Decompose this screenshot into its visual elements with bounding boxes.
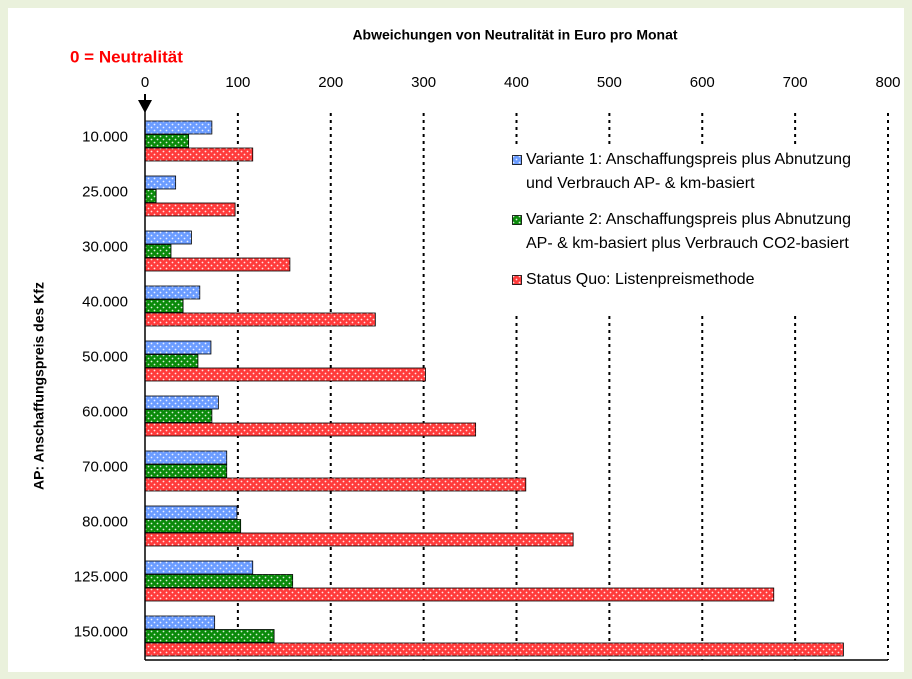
y-tick-label: 60.000 xyxy=(82,403,128,420)
bar xyxy=(144,257,291,272)
x-tick-label: 500 xyxy=(597,74,622,91)
bar xyxy=(144,464,228,478)
bar xyxy=(144,519,242,533)
bar xyxy=(144,615,216,630)
bar xyxy=(144,422,477,437)
legend-entry: Variante 1: Anschaffungspreis plus Abnut… xyxy=(512,148,857,196)
chart-title: Abweichungen von Neutralität in Euro pro… xyxy=(352,27,677,43)
y-tick-label: 10.000 xyxy=(82,128,128,145)
bar xyxy=(144,147,254,162)
bar xyxy=(144,312,376,327)
bar xyxy=(144,642,844,657)
legend-swatch xyxy=(512,155,522,165)
x-tick-label: 600 xyxy=(690,74,715,91)
bar xyxy=(144,134,190,148)
legend-label: Variante 1: Anschaffungspreis plus Abnut… xyxy=(526,151,851,192)
bar xyxy=(144,340,212,355)
bar xyxy=(144,450,228,465)
x-tick-label: 100 xyxy=(225,74,250,91)
bar xyxy=(144,409,213,423)
x-tick-label: 800 xyxy=(875,74,900,91)
y-tick-label: 30.000 xyxy=(82,238,128,255)
bar xyxy=(144,505,238,520)
legend-swatch xyxy=(512,275,522,285)
bar xyxy=(144,285,201,300)
bar xyxy=(144,299,184,313)
y-tick-label: 40.000 xyxy=(82,293,128,310)
bar xyxy=(144,395,219,410)
bar xyxy=(144,574,294,588)
legend: Variante 1: Anschaffungspreis plus Abnut… xyxy=(508,146,865,312)
x-tick-label: 700 xyxy=(783,74,808,91)
annotation: 0 = Neutralität xyxy=(70,47,183,66)
zero-arrow-head xyxy=(138,100,152,113)
y-tick-label: 150.000 xyxy=(74,623,128,640)
y-tick-label: 80.000 xyxy=(82,513,128,530)
x-tick-label: 400 xyxy=(504,74,529,91)
bar xyxy=(144,354,199,368)
y-axis-label: AP: Anschaffungspreis des Kfz xyxy=(31,282,47,490)
x-tick-label: 200 xyxy=(318,74,343,91)
legend-swatch xyxy=(512,215,522,225)
bar xyxy=(144,587,775,602)
y-tick-label: 50.000 xyxy=(82,348,128,365)
bar xyxy=(144,367,426,382)
bar xyxy=(144,230,192,245)
y-tick-label: 25.000 xyxy=(82,183,128,200)
bar xyxy=(144,560,254,575)
y-tick-label: 70.000 xyxy=(82,458,128,475)
bar xyxy=(144,244,172,258)
x-tick-label: 300 xyxy=(411,74,436,91)
legend-entry: Status Quo: Listenpreismethode xyxy=(512,268,857,292)
bar xyxy=(144,532,574,547)
legend-label: Variante 2: Anschaffungspreis plus Abnut… xyxy=(526,211,851,252)
bar xyxy=(144,120,213,135)
bar xyxy=(144,629,275,643)
bar xyxy=(144,477,527,492)
legend-entry: Variante 2: Anschaffungspreis plus Abnut… xyxy=(512,208,857,256)
legend-label: Status Quo: Listenpreismethode xyxy=(526,271,755,288)
bar xyxy=(144,189,157,203)
bar xyxy=(144,175,177,190)
x-tick-label: 0 xyxy=(141,74,149,91)
bar xyxy=(144,202,236,217)
y-tick-label: 125.000 xyxy=(74,568,128,585)
